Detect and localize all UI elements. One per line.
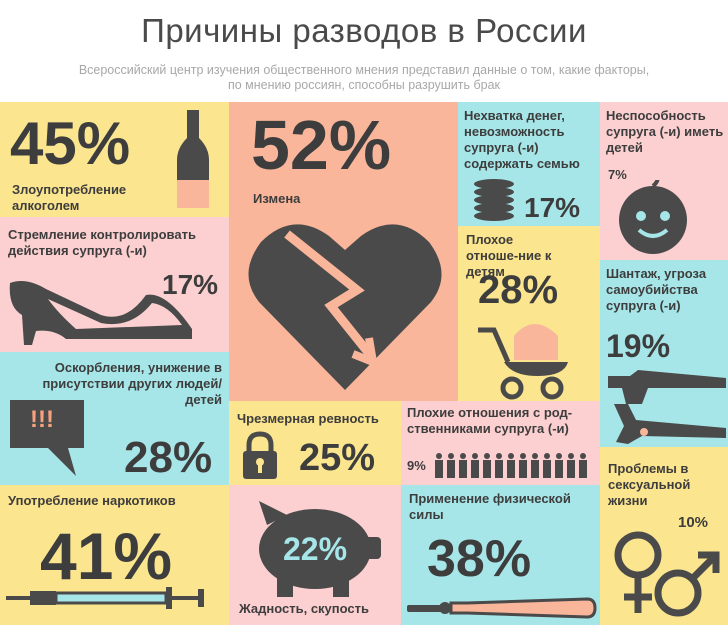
bat-icon bbox=[407, 597, 597, 619]
piggy-bank-icon bbox=[259, 501, 381, 597]
padlock-icon bbox=[243, 431, 277, 479]
jealousy-label: Чрезмерная ревность bbox=[237, 411, 379, 426]
infertile-percent: 7% bbox=[608, 167, 627, 182]
alcohol-label: Злоупотребление алкоголем bbox=[12, 182, 127, 213]
shoe-icon bbox=[9, 281, 192, 345]
insults-percent: 28% bbox=[124, 433, 213, 482]
drugs-percent: 41% bbox=[40, 519, 173, 593]
tile-sex: Проблемы в сексуальной жизни 10% bbox=[600, 447, 728, 625]
drugs-label: Употребление наркотиков bbox=[8, 493, 176, 508]
betrayal-percent: 52% bbox=[251, 106, 392, 184]
subtitle-line-1: Всероссийский центр изучения общественно… bbox=[78, 63, 650, 77]
syringe-icon bbox=[6, 587, 204, 609]
greed-percent: 22% bbox=[283, 531, 348, 567]
tile-control: Стремление контролировать действия супру… bbox=[0, 217, 229, 352]
betrayal-label: Измена bbox=[253, 191, 301, 206]
children-percent: 28% bbox=[478, 268, 559, 312]
children-label: Плохое отноше-ние к детям bbox=[466, 232, 552, 279]
page-subtitle: Всероссийский центр изучения общественно… bbox=[20, 63, 708, 93]
tile-money: Нехватка денег, невозможность супруга (-… bbox=[458, 102, 600, 226]
people-icon bbox=[435, 453, 587, 478]
speech-bubble-icon bbox=[10, 400, 84, 476]
violence-percent: 38% bbox=[427, 530, 532, 588]
sex-label: Проблемы в сексуальной жизни bbox=[608, 461, 691, 508]
tile-infertile: Неспособность супруга (-и) иметь детей 7… bbox=[600, 102, 728, 260]
relatives-label: Плохие отношения с род-ственниками супру… bbox=[407, 405, 573, 436]
tile-insults: Оскорбления, унижение в присутствии друг… bbox=[0, 352, 229, 485]
tile-violence: Применение физической силы 38% bbox=[401, 485, 600, 625]
tile-greed: 22% Жадность, скупость bbox=[229, 485, 401, 625]
bottle-icon bbox=[177, 110, 209, 208]
tile-blackmail: Шантаж, угроза самоубийства супруга (-и)… bbox=[600, 260, 728, 447]
alcohol-percent: 45% bbox=[10, 110, 131, 177]
exclamation-marks: !!! bbox=[30, 406, 54, 433]
tile-alcohol: 45% Злоупотребление алкоголем bbox=[0, 102, 229, 217]
tile-betrayal: 52% Измена bbox=[229, 102, 458, 401]
stroller-icon bbox=[478, 324, 568, 400]
control-percent: 17% bbox=[162, 269, 219, 300]
subtitle-line-2: по мнению россиян, способны разрушить бр… bbox=[227, 78, 501, 92]
gender-symbols-icon bbox=[614, 531, 720, 617]
insults-label: Оскорбления, унижение в присутствии друг… bbox=[42, 360, 222, 407]
pistol-icon bbox=[608, 370, 726, 404]
tile-drugs: Употребление наркотиков 41% bbox=[0, 485, 229, 625]
violence-label: Применение физической силы bbox=[409, 491, 571, 522]
greed-label: Жадность, скупость bbox=[239, 601, 369, 616]
tile-jealousy: Чрезмерная ревность 25% bbox=[229, 401, 401, 485]
tile-relatives: Плохие отношения с род-ственниками супру… bbox=[401, 401, 600, 485]
pistol-icon-2 bbox=[614, 404, 726, 444]
relatives-percent: 9% bbox=[407, 458, 426, 473]
page-title: Причины разводов в России bbox=[141, 12, 587, 49]
tile-children: Плохое отноше-ние к детям 28% bbox=[458, 226, 600, 401]
baby-face-icon bbox=[619, 180, 687, 254]
coins-icon bbox=[474, 179, 514, 221]
jealousy-percent: 25% bbox=[299, 437, 376, 479]
infertile-label: Неспособность супруга (-и) иметь детей bbox=[606, 108, 724, 155]
broken-heart-icon bbox=[248, 224, 442, 390]
control-label: Стремление контролировать действия супру… bbox=[8, 227, 196, 258]
blackmail-percent: 19% bbox=[606, 328, 671, 364]
money-label: Нехватка денег, невозможность супруга (-… bbox=[464, 108, 580, 171]
sex-percent: 10% bbox=[678, 514, 709, 531]
money-percent: 17% bbox=[524, 192, 581, 223]
blackmail-label: Шантаж, угроза самоубийства супруга (-и) bbox=[606, 266, 707, 313]
